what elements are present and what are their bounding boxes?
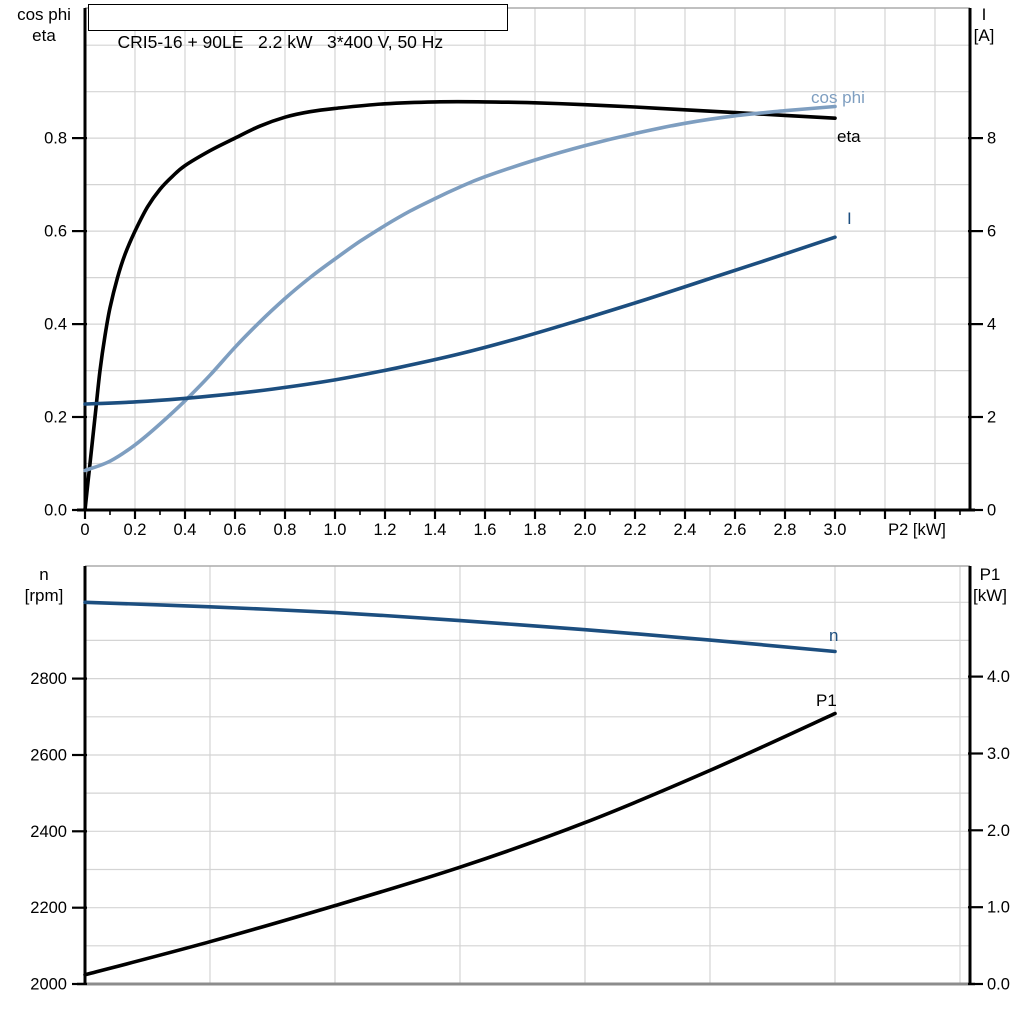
left-axis-title-line1: cos phi bbox=[17, 5, 71, 24]
x-tick-label: 0.8 bbox=[274, 521, 297, 539]
curve-cos-phi bbox=[83, 104, 837, 473]
left-tick-label: 0.6 bbox=[44, 223, 67, 241]
chart-title: CRI5-16 + 90LE 2.2 kW 3*400 V, 50 Hz bbox=[117, 32, 444, 52]
right-axis-title-line1: I bbox=[981, 5, 987, 24]
right-axis-title-line2: [A] bbox=[973, 26, 995, 45]
x-tick-label: 1.8 bbox=[524, 521, 547, 539]
bottom-right-axis-title: P1 [kW] bbox=[957, 564, 1023, 606]
right-tick-label: 2 bbox=[987, 409, 996, 427]
x-tick-label: 2.2 bbox=[624, 521, 647, 539]
input-power-curve-label: P1 bbox=[816, 691, 837, 710]
x-tick-label: 1.0 bbox=[324, 521, 347, 539]
left-axis-title-line2: eta bbox=[32, 26, 56, 45]
right-tick-label: 1.0 bbox=[987, 899, 1010, 917]
speed-axis-title-line1: n bbox=[39, 565, 49, 584]
x-tick-label: 2.6 bbox=[724, 521, 747, 539]
x-tick-label: 0.2 bbox=[124, 521, 147, 539]
left-tick-label: 2400 bbox=[30, 823, 67, 841]
left-tick-label: 0.4 bbox=[44, 316, 67, 334]
x-tick-label: 0.6 bbox=[224, 521, 247, 539]
power-axis-title-line1: P1 bbox=[979, 565, 1001, 584]
eta-curve-label: eta bbox=[837, 127, 861, 146]
x-tick-label: 0.4 bbox=[174, 521, 197, 539]
curve-P1 bbox=[83, 711, 837, 977]
left-tick-label: 2600 bbox=[30, 747, 67, 765]
current-curve-label: I bbox=[847, 209, 852, 228]
top-left-axis-title: cos phi eta bbox=[2, 4, 86, 46]
x-tick-label: 2.4 bbox=[674, 521, 697, 539]
power-axis-title-line2: [kW] bbox=[973, 586, 1007, 605]
right-tick-label: 0.0 bbox=[987, 976, 1010, 994]
top-right-axis-title: I [A] bbox=[952, 4, 1016, 46]
left-tick-label: 2200 bbox=[30, 899, 67, 917]
left-tick-label: 0.2 bbox=[44, 409, 67, 427]
curve-I bbox=[83, 235, 837, 406]
left-tick-label: 2000 bbox=[30, 976, 67, 994]
curve-eta bbox=[83, 99, 837, 512]
left-tick-label: 0.0 bbox=[44, 502, 67, 520]
x-tick-label: 1.4 bbox=[424, 521, 447, 539]
x-tick-label: 2.0 bbox=[574, 521, 597, 539]
x-tick-label: 1.2 bbox=[374, 521, 397, 539]
x-tick-label: 1.6 bbox=[474, 521, 497, 539]
x-axis-unit-label: P2 [kW] bbox=[888, 521, 946, 539]
title-box: CRI5-16 + 90LE 2.2 kW 3*400 V, 50 Hz bbox=[88, 4, 508, 52]
speed-axis-title-line2: [rpm] bbox=[24, 586, 64, 605]
x-tick-label: 0 bbox=[80, 521, 89, 539]
left-tick-label: 2800 bbox=[30, 670, 67, 688]
curve-n bbox=[83, 600, 837, 654]
speed-curve-label: n bbox=[829, 626, 839, 645]
right-tick-label: 4 bbox=[987, 316, 996, 334]
right-tick-label: 4.0 bbox=[987, 668, 1010, 686]
x-tick-label: 2.8 bbox=[774, 521, 797, 539]
right-tick-label: 6 bbox=[987, 223, 996, 241]
right-tick-label: 8 bbox=[987, 130, 996, 148]
x-tick-label: 3.0 bbox=[824, 521, 847, 539]
right-tick-label: 3.0 bbox=[987, 745, 1010, 763]
right-tick-label: 2.0 bbox=[987, 822, 1010, 840]
cos-phi-curve-label: cos phi bbox=[811, 88, 865, 107]
bottom-left-axis-title: n [rpm] bbox=[0, 564, 88, 606]
left-tick-label: 0.8 bbox=[44, 130, 67, 148]
right-tick-label: 0 bbox=[987, 502, 996, 520]
